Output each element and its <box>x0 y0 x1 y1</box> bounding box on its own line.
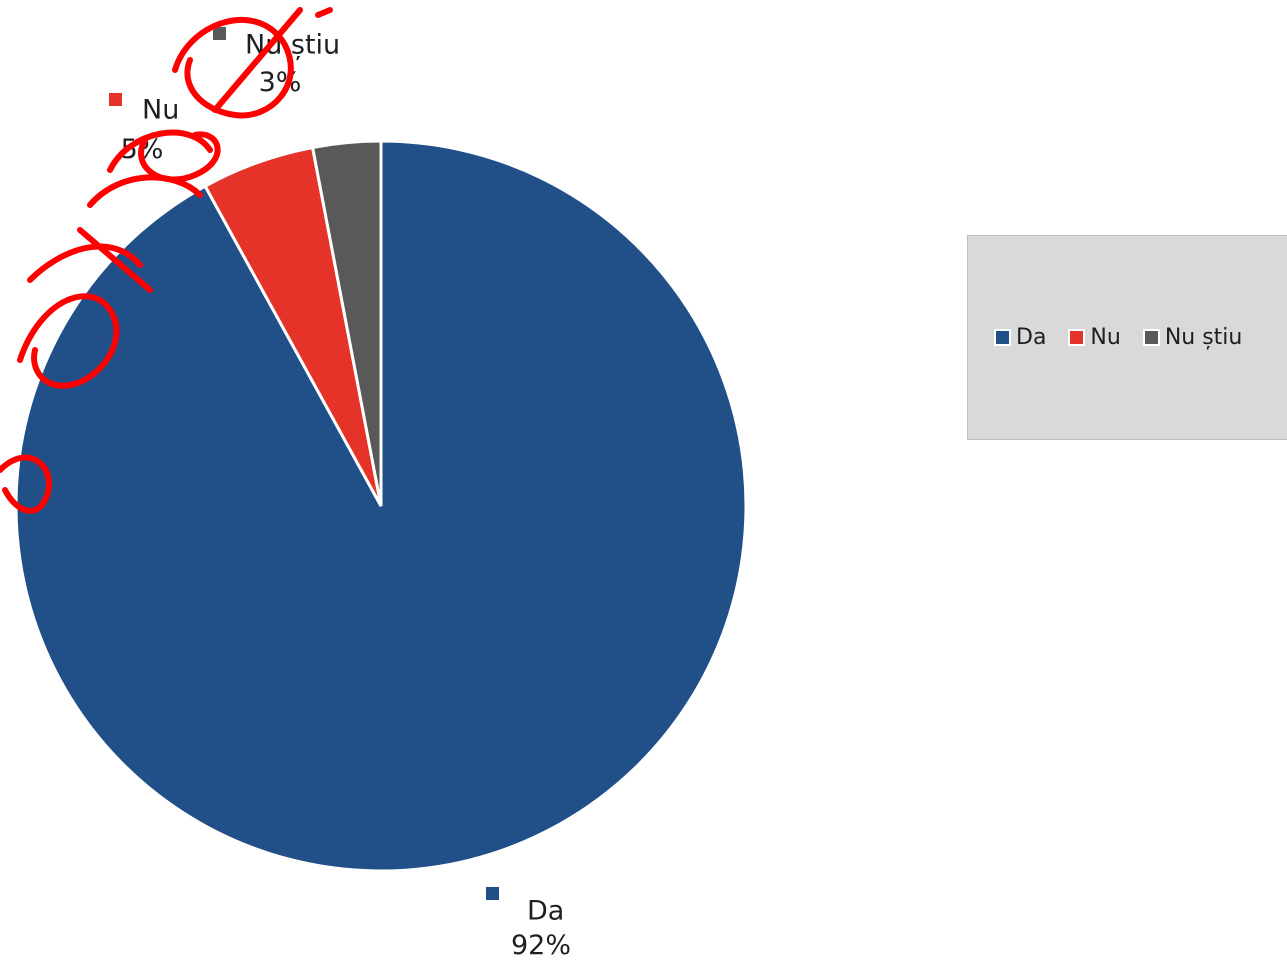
legend-swatch <box>1068 329 1086 346</box>
chart-legend: Da Nu Nu știu <box>967 235 1287 440</box>
legend-item: Da <box>994 325 1046 350</box>
data-label-category: Nu <box>142 95 179 126</box>
data-label-category: Da <box>527 896 564 927</box>
handwritten-watermark <box>0 7 333 514</box>
legend-item: Nu știu <box>1142 325 1243 350</box>
pie-slice-nu-știu <box>310 139 383 507</box>
data-label-percent: 92% <box>511 930 571 960</box>
legend-label: Da <box>1016 325 1047 350</box>
legend-swatch <box>994 329 1011 346</box>
legend-swatch <box>1142 329 1160 346</box>
legend-label: Nu <box>1090 325 1121 350</box>
legend-label: Nu știu <box>1164 325 1243 350</box>
data-label-marker <box>486 887 499 900</box>
data-label-marker <box>213 27 226 40</box>
legend-item: Nu <box>1068 325 1121 350</box>
pie-slices <box>14 139 748 873</box>
data-label-marker <box>109 93 122 106</box>
